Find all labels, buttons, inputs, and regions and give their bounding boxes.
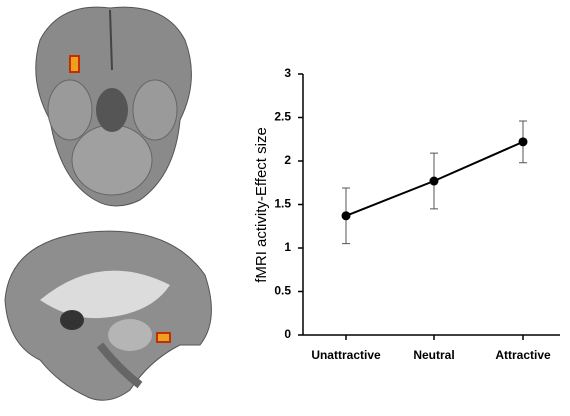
y-axis-label: fMRI activity-Effect size [253,127,270,283]
y-tick-label: 2 [284,153,291,167]
data-point [518,137,528,147]
y-tick-label: 3 [284,66,291,80]
data-point [429,176,439,186]
x-tick-label: Neutral [413,348,454,362]
y-tick-label: 1.5 [274,197,291,211]
y-tick-label: 0.5 [274,284,291,298]
x-tick-label: Attractive [495,348,551,362]
sagittal-brain-image [4,230,212,401]
axial-brain-image [20,0,210,212]
y-tick-label: 0 [284,327,291,341]
x-tick-label: Unattractive [311,348,381,362]
y-tick-label: 1 [284,240,291,254]
y-tick-label: 2.5 [274,110,291,124]
data-point [341,211,351,221]
